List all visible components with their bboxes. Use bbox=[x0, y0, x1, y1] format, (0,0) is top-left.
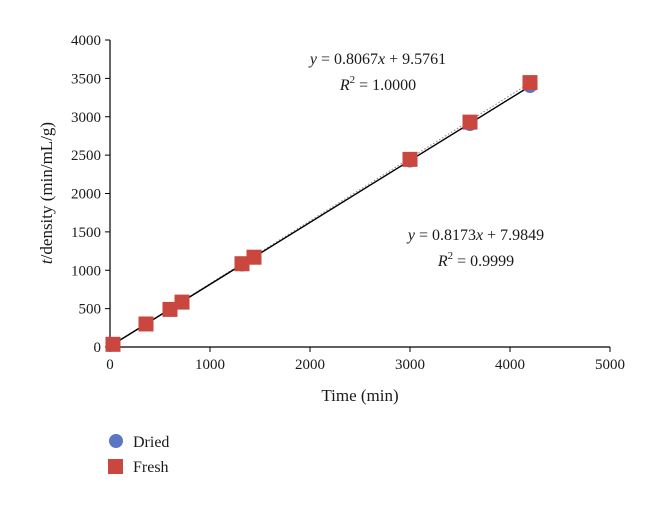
fresh-point bbox=[522, 75, 538, 91]
x-axis-title: Time (min) bbox=[321, 386, 398, 405]
y-tick-label: 3000 bbox=[71, 110, 101, 126]
y-tick-label: 1000 bbox=[71, 263, 101, 279]
fresh-point bbox=[246, 249, 262, 265]
x-tick-label: 1000 bbox=[195, 357, 225, 373]
y-tick-label: 2500 bbox=[71, 148, 101, 164]
fresh-point bbox=[462, 114, 478, 130]
x-tick-label: 5000 bbox=[595, 357, 625, 373]
fresh-point bbox=[162, 301, 178, 317]
x-tick-label: 4000 bbox=[495, 357, 525, 373]
dried-r2-label: R bbox=[437, 253, 448, 270]
y-tick-label: 4000 bbox=[71, 33, 101, 49]
x-tick-label: 2000 bbox=[295, 357, 325, 373]
dried-r2-value: = 0.9999 bbox=[453, 253, 514, 270]
y-tick-label: 2000 bbox=[71, 187, 101, 203]
fresh-fit-equation: y = 0.8067x + 9.5761 bbox=[308, 51, 446, 68]
fresh-point bbox=[402, 151, 418, 167]
y-axis-title-italic: t bbox=[37, 258, 56, 264]
dried-fit-line bbox=[109, 82, 531, 347]
legend-fresh-marker bbox=[108, 459, 123, 474]
legend: Dried Fresh bbox=[108, 434, 169, 476]
dried-fit-equation: y = 0.8173x + 7.9849 bbox=[406, 227, 544, 244]
axes: 0 500 1000 1500 2000 2500 3000 3500 4000 0 1000 200… bbox=[71, 33, 625, 373]
fresh-eq-var: x bbox=[377, 51, 385, 68]
fresh-r2-label: R bbox=[339, 77, 350, 94]
y-tick-label: 0 bbox=[94, 340, 102, 356]
fresh-r2-sup: 2 bbox=[350, 74, 356, 86]
y-axis-title-rest: /density (min/mL/g) bbox=[37, 122, 56, 259]
fresh-point bbox=[138, 316, 154, 332]
dried-eq-tail: + 7.9849 bbox=[483, 227, 544, 244]
legend-dried-marker bbox=[109, 434, 123, 448]
fresh-r2-value: = 1.0000 bbox=[355, 77, 416, 94]
dried-eq-lhs: y bbox=[406, 227, 416, 244]
fresh-eq-rhs: = 0.8067 bbox=[317, 51, 378, 68]
dried-eq-rhs: = 0.8173 bbox=[415, 227, 476, 244]
legend-dried-label: Dried bbox=[133, 434, 169, 451]
fresh-point bbox=[174, 294, 190, 310]
y-tick-label: 1500 bbox=[71, 225, 101, 241]
fresh-eq-lhs: y bbox=[308, 51, 318, 68]
dried-eq-var: x bbox=[475, 227, 483, 244]
data-points bbox=[105, 75, 538, 352]
legend-fresh-label: Fresh bbox=[133, 459, 169, 476]
fresh-point bbox=[234, 256, 250, 272]
dried-fit-r2: R2 = 0.9999 bbox=[437, 250, 514, 270]
dried-r2-sup: 2 bbox=[448, 250, 454, 262]
x-tick-label: 0 bbox=[106, 357, 114, 373]
fresh-fit-r2: R2 = 1.0000 bbox=[339, 74, 416, 94]
fresh-eq-tail: + 9.5761 bbox=[385, 51, 446, 68]
y-tick-label: 500 bbox=[79, 302, 102, 318]
fresh-point bbox=[105, 336, 121, 352]
y-axis-title: t/density (min/mL/g) bbox=[37, 122, 56, 264]
y-tick-label: 3500 bbox=[71, 71, 101, 87]
x-tick-label: 3000 bbox=[395, 357, 425, 373]
